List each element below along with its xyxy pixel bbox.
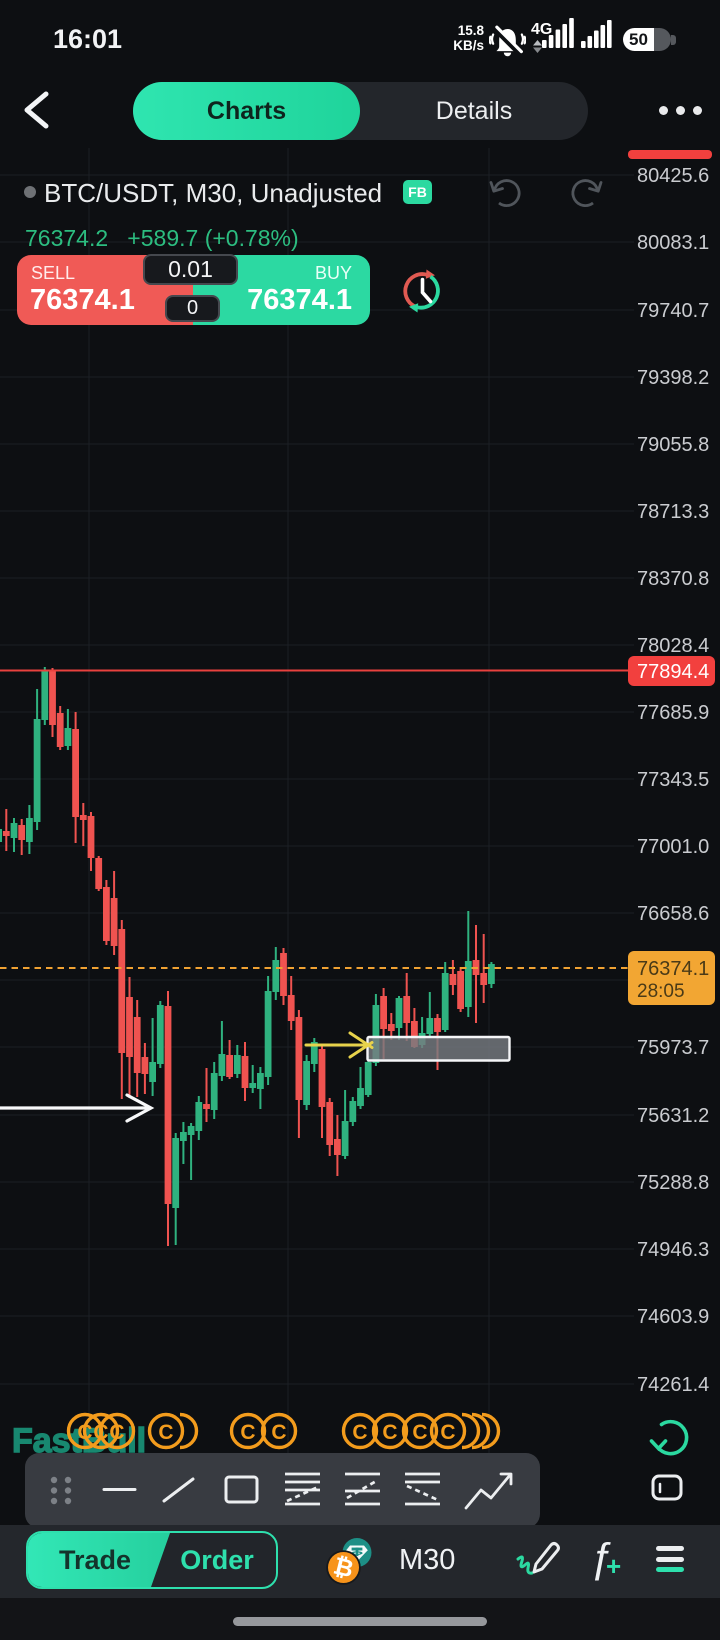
- svg-text:74946.3: 74946.3: [637, 1239, 709, 1261]
- svg-text:80083.1: 80083.1: [637, 232, 709, 254]
- svg-text:77001.0: 77001.0: [637, 836, 709, 858]
- svg-text:77685.9: 77685.9: [637, 702, 709, 724]
- svg-text:78028.4: 78028.4: [637, 635, 709, 657]
- svg-text:78370.8: 78370.8: [637, 568, 709, 590]
- svg-text:75973.7: 75973.7: [637, 1037, 709, 1059]
- svg-text:76658.6: 76658.6: [637, 903, 709, 925]
- svg-text:77343.5: 77343.5: [637, 769, 709, 791]
- svg-text:77894.4: 77894.4: [637, 661, 709, 683]
- svg-text:79055.8: 79055.8: [637, 434, 709, 456]
- svg-text:C: C: [382, 1421, 397, 1444]
- svg-text:79398.2: 79398.2: [637, 367, 709, 389]
- svg-text:C: C: [109, 1421, 124, 1444]
- svg-text:C: C: [240, 1421, 255, 1444]
- svg-text:C: C: [440, 1421, 455, 1444]
- svg-text:79740.7: 79740.7: [637, 300, 709, 322]
- svg-text:75288.8: 75288.8: [637, 1172, 709, 1194]
- svg-text:C: C: [352, 1421, 367, 1444]
- svg-text:78713.3: 78713.3: [637, 501, 709, 523]
- svg-text:74603.9: 74603.9: [637, 1306, 709, 1328]
- svg-text:76374.1: 76374.1: [637, 958, 709, 980]
- svg-text:C: C: [158, 1421, 173, 1444]
- svg-text:C: C: [271, 1421, 286, 1444]
- svg-text:C: C: [412, 1421, 427, 1444]
- svg-text:74261.4: 74261.4: [637, 1374, 709, 1396]
- svg-text:28:05: 28:05: [637, 981, 685, 1002]
- svg-text:80425.6: 80425.6: [637, 165, 709, 187]
- svg-text:75631.2: 75631.2: [637, 1105, 709, 1127]
